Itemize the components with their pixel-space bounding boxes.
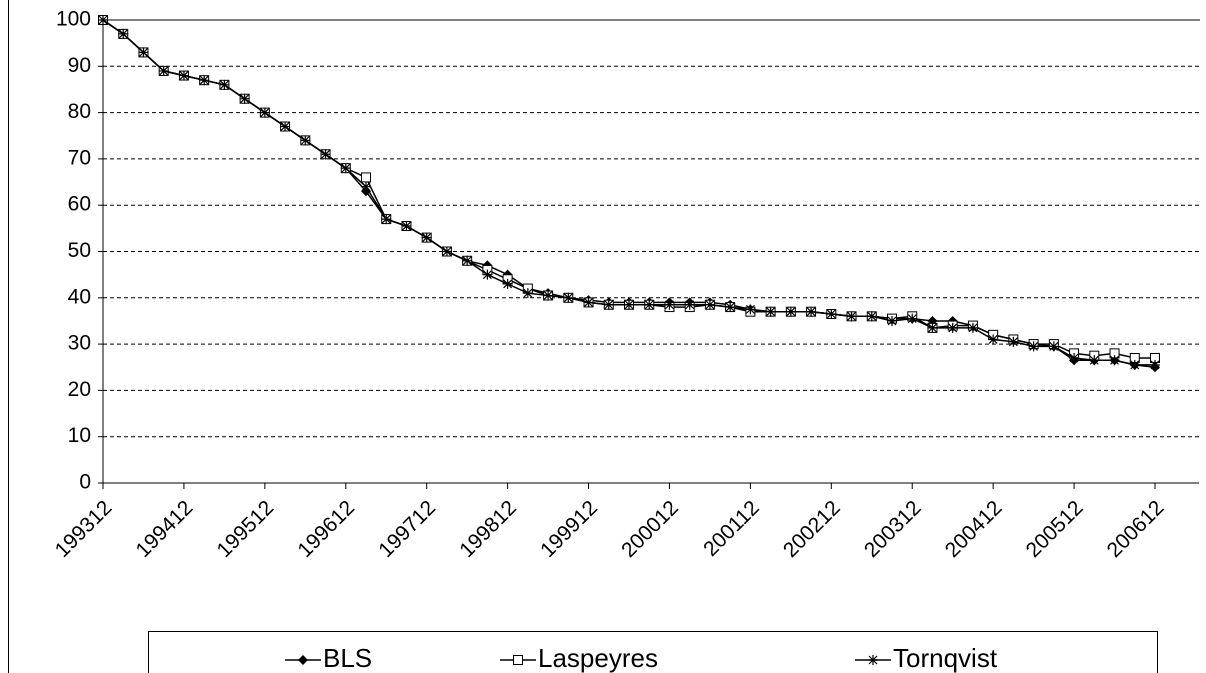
point xyxy=(199,75,210,86)
point xyxy=(806,306,817,317)
point xyxy=(1028,341,1039,352)
legend-box xyxy=(148,631,1158,673)
point xyxy=(684,299,695,310)
x-tick-label: 199412 xyxy=(132,496,198,562)
series-line xyxy=(102,19,1156,369)
point xyxy=(1109,355,1120,366)
point xyxy=(704,299,715,310)
point xyxy=(603,299,614,310)
point xyxy=(644,299,655,310)
point xyxy=(927,322,938,333)
legend-marker xyxy=(513,655,523,665)
point xyxy=(178,70,189,81)
legend-marker xyxy=(868,655,878,665)
point xyxy=(866,311,877,322)
y-tick-label: 100 xyxy=(56,8,91,31)
point xyxy=(725,302,736,313)
y-tick-label: 80 xyxy=(68,100,91,123)
point xyxy=(543,290,554,301)
point xyxy=(624,299,634,310)
point xyxy=(1008,336,1019,347)
y-tick-label: 0 xyxy=(79,471,91,494)
x-tick-label: 199712 xyxy=(374,496,440,562)
x-tick-label: 199812 xyxy=(455,496,521,562)
point xyxy=(441,246,452,257)
point xyxy=(1150,359,1160,370)
legend-item: Tornqvist xyxy=(855,643,998,673)
point xyxy=(785,306,796,317)
point xyxy=(118,28,129,39)
x-tick-label: 199312 xyxy=(51,496,117,562)
legend-label: Tornqvist xyxy=(893,643,998,673)
x-tick-label: 200612 xyxy=(1103,496,1169,562)
point xyxy=(502,278,513,289)
point xyxy=(826,309,837,320)
point xyxy=(1129,359,1140,370)
point xyxy=(462,255,473,266)
y-tick-label: 60 xyxy=(68,193,91,216)
point xyxy=(988,334,999,345)
point xyxy=(765,306,776,317)
y-tick-label: 10 xyxy=(68,424,91,447)
y-tick-label: 90 xyxy=(68,54,91,77)
x-tick-label: 199512 xyxy=(212,496,278,562)
legend-label: BLS xyxy=(323,643,372,673)
y-tick-label: 50 xyxy=(68,239,91,262)
legend-marker xyxy=(298,655,308,665)
point xyxy=(1089,355,1100,366)
point xyxy=(1069,352,1080,363)
x-tick-label: 200412 xyxy=(941,496,1007,562)
point xyxy=(361,181,371,192)
point xyxy=(967,322,978,333)
point xyxy=(482,269,493,280)
y-tick-label: 40 xyxy=(68,285,91,308)
point xyxy=(583,297,594,308)
point xyxy=(846,311,857,322)
point xyxy=(563,292,574,303)
x-tick-label: 200112 xyxy=(699,496,764,561)
legend-item: Laspeyres xyxy=(500,643,658,673)
point xyxy=(259,107,270,118)
point xyxy=(280,121,291,132)
series-line xyxy=(102,19,1155,366)
x-tick-label: 199612 xyxy=(293,496,359,562)
series-markers xyxy=(98,15,1160,373)
x-tick-label: 199912 xyxy=(536,496,602,562)
point xyxy=(947,322,958,333)
point xyxy=(664,299,675,310)
x-tick-label: 200512 xyxy=(1022,496,1088,562)
point xyxy=(381,214,392,225)
point xyxy=(138,47,149,58)
point xyxy=(158,65,169,76)
point xyxy=(300,135,311,146)
point xyxy=(340,163,351,174)
x-tick-label: 200312 xyxy=(860,496,926,562)
series-markers xyxy=(98,15,1160,370)
x-tick-label: 200012 xyxy=(617,496,683,562)
y-tick-label: 20 xyxy=(68,378,91,401)
point xyxy=(361,172,371,183)
legend-label: Laspeyres xyxy=(538,643,658,673)
point xyxy=(745,304,756,315)
y-tick-label: 30 xyxy=(68,332,91,355)
point xyxy=(219,79,230,90)
point xyxy=(98,15,108,25)
point xyxy=(887,315,897,326)
x-tick-label: 200212 xyxy=(779,496,845,562)
point xyxy=(421,232,432,243)
point xyxy=(907,313,918,324)
legend-item: BLS xyxy=(285,643,372,673)
y-tick-label: 70 xyxy=(68,146,91,169)
point xyxy=(239,93,250,104)
point xyxy=(401,221,412,232)
series-markers xyxy=(98,15,1160,363)
point xyxy=(320,149,331,160)
point xyxy=(1048,341,1059,352)
point xyxy=(522,288,533,299)
